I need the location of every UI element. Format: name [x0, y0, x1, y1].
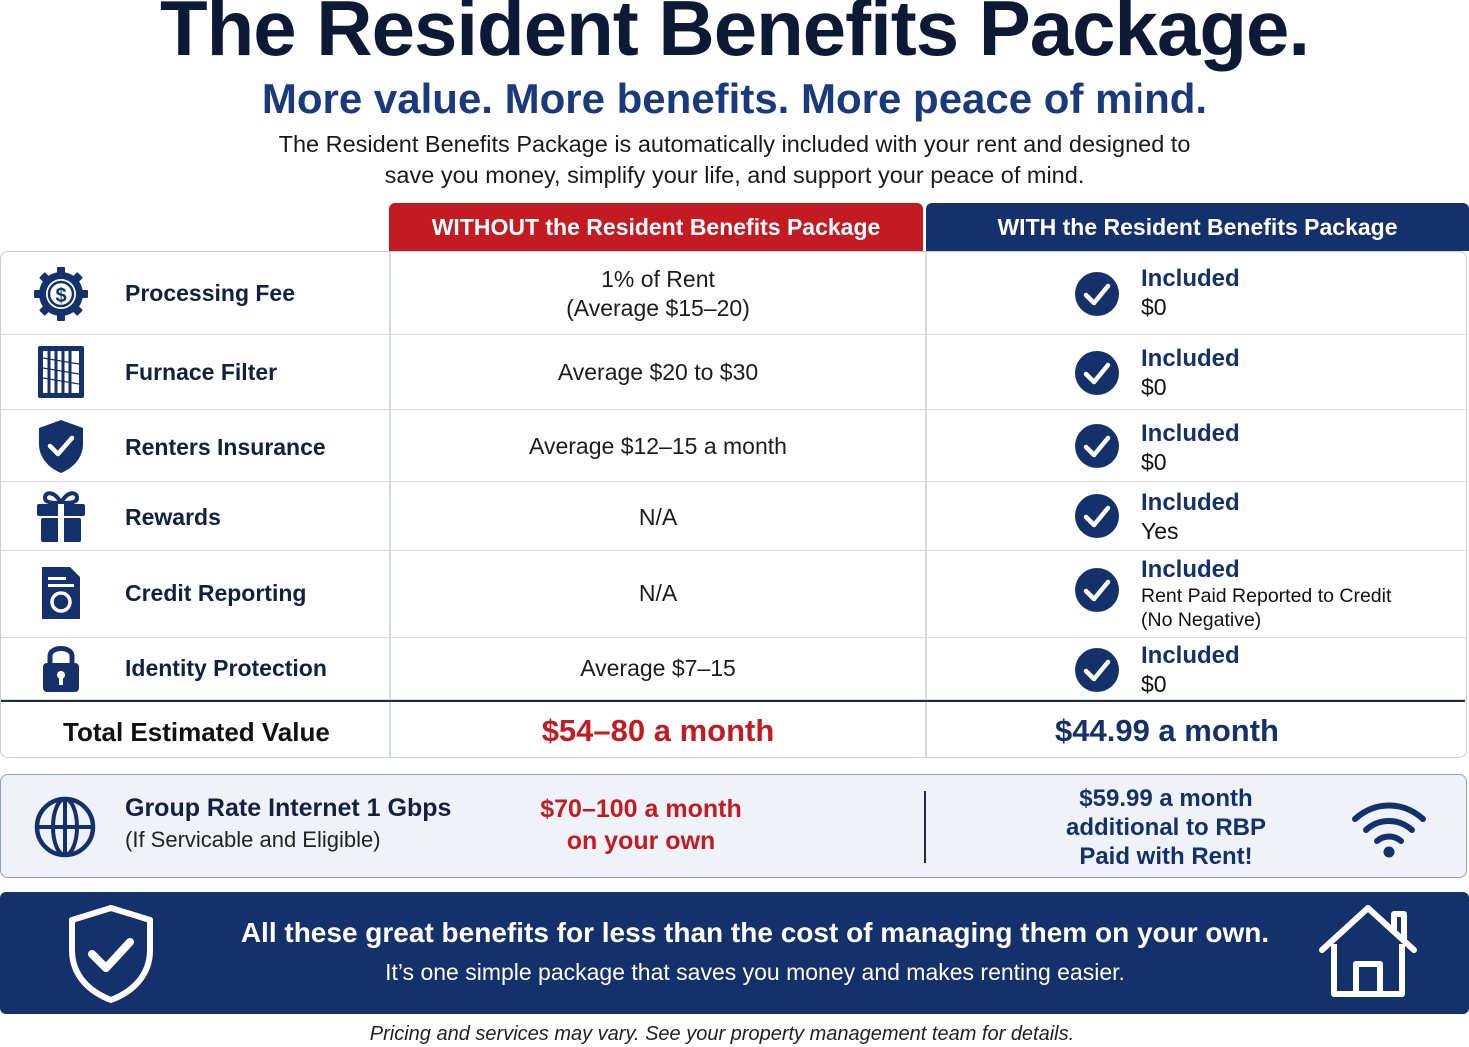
table-row: Credit Reporting N/A Included Rent Paid …: [1, 551, 1467, 638]
check-circle-icon: [1075, 648, 1119, 692]
row-label: Credit Reporting: [125, 580, 307, 606]
row-with-value: Included $0: [1141, 642, 1240, 698]
column-header-without: WITHOUT the Resident Benefits Package: [389, 203, 923, 251]
furnace-filter-icon: [29, 340, 93, 404]
table-row: $ Processing Fee 1% of Rent (Average $15…: [1, 252, 1467, 335]
internet-without-line-1: $70–100 a month: [540, 795, 742, 823]
without-line-1: Average $20 to $30: [557, 359, 759, 385]
row-without-value: Average $7–15: [391, 654, 925, 683]
column-divider: [389, 252, 391, 757]
internet-with-line-2: additional to RBP: [1066, 814, 1266, 841]
internet-sublabel: (If Servicable and Eligible): [125, 827, 381, 852]
with-sub-2: (No Negative): [1141, 609, 1262, 631]
padlock-icon: [29, 636, 93, 700]
shield-check-icon: [29, 414, 93, 478]
without-line-1: 1% of Rent: [601, 266, 715, 292]
internet-without-line-2: on your own: [566, 827, 716, 855]
row-with-value: Included $0: [1141, 265, 1240, 321]
gift-icon: [29, 484, 93, 548]
row-without-value: Average $12–15 a month: [391, 432, 925, 461]
row-with-value: Included $0: [1141, 345, 1240, 401]
with-main: Included: [1141, 420, 1240, 447]
banner-headline: All these great benefits for less than t…: [240, 917, 1270, 948]
row-label: Renters Insurance: [125, 434, 326, 460]
without-line-1: N/A: [638, 504, 678, 530]
row-label: Processing Fee: [125, 280, 296, 306]
with-sub: $0: [1141, 449, 1167, 475]
table-row: Furnace Filter Average $20 to $30 Includ…: [1, 335, 1467, 410]
internet-with-line-3: Paid with Rent!: [1079, 843, 1253, 870]
summary-banner: All these great benefits for less than t…: [0, 892, 1469, 1014]
internet-box: Group Rate Internet 1 Gbps (If Servicabl…: [0, 774, 1467, 878]
internet-without: $70–100 a month on your own: [491, 793, 791, 857]
row-label: Furnace Filter: [125, 359, 278, 385]
intro-line-1: The Resident Benefits Package is automat…: [278, 131, 1191, 157]
with-main: Included: [1141, 556, 1240, 583]
page-subtitle: More value. More benefits. More peace of…: [261, 75, 1208, 122]
row-without-value: N/A: [391, 579, 925, 608]
banner-subtext: It’s one simple package that saves you m…: [385, 959, 1125, 985]
check-circle-icon: [1075, 424, 1119, 468]
with-main: Included: [1141, 642, 1240, 669]
with-main: Included: [1141, 489, 1240, 516]
with-sub: $0: [1141, 671, 1167, 697]
globe-icon: [34, 796, 96, 858]
row-without-value: 1% of Rent (Average $15–20): [391, 265, 925, 323]
row-without-value: Average $20 to $30: [391, 358, 925, 387]
check-circle-icon: [1075, 494, 1119, 538]
with-main: Included: [1141, 265, 1240, 292]
row-without-value: N/A: [391, 503, 925, 532]
row-label: Identity Protection: [125, 655, 327, 681]
with-sub: Rent Paid Reported to Credit: [1141, 585, 1392, 607]
check-circle-icon: [1075, 351, 1119, 395]
total-divider: [1, 700, 1465, 702]
check-circle-icon: [1075, 568, 1119, 612]
dollar-gear-icon: $: [29, 262, 93, 326]
intro-line-2: save you money, simplify your life, and …: [384, 162, 1085, 188]
with-sub: Yes: [1141, 518, 1179, 544]
check-circle-icon: [1075, 272, 1119, 316]
comparison-table: $ Processing Fee 1% of Rent (Average $15…: [0, 251, 1467, 758]
row-label: Rewards: [125, 504, 221, 530]
with-main: Included: [1141, 345, 1240, 372]
with-sub: $0: [1141, 294, 1167, 320]
table-row: Renters Insurance Average $12–15 a month…: [1, 410, 1467, 482]
without-line-1: Average $7–15: [580, 655, 736, 681]
page-title: The Resident Benefits Package.: [159, 0, 1310, 72]
total-with: $44.99 a month: [1055, 713, 1279, 748]
table-row: Rewards N/A Included Yes: [1, 482, 1467, 551]
column-divider: [925, 252, 927, 757]
internet-divider: [924, 791, 926, 863]
row-with-value: Included Rent Paid Reported to Credit (N…: [1141, 556, 1391, 632]
total-label: Total Estimated Value: [63, 717, 330, 747]
total-without: $54–80 a month: [541, 713, 775, 748]
svg-text:$: $: [55, 285, 66, 307]
internet-label: Group Rate Internet 1 Gbps: [125, 794, 452, 822]
internet-with-line-1: $59.99 a month: [1079, 785, 1253, 812]
table-row: Identity Protection Average $7–15 Includ…: [1, 638, 1467, 700]
without-line-1: N/A: [638, 580, 678, 606]
row-with-value: Included Yes: [1141, 489, 1240, 545]
without-line-2: (Average $15–20): [566, 295, 750, 321]
intro-text: The Resident Benefits Package is automat…: [0, 129, 1469, 191]
footnote: Pricing and services may vary. See your …: [369, 1023, 1075, 1045]
internet-with: $59.99 a month additional to RBP Paid wi…: [1011, 784, 1321, 871]
credit-report-icon: [29, 561, 93, 625]
wifi-icon: [1352, 802, 1426, 858]
house-icon: [1319, 905, 1417, 997]
without-line-1: Average $12–15 a month: [529, 433, 787, 459]
with-sub: $0: [1141, 374, 1167, 400]
column-header-with: WITH the Resident Benefits Package: [926, 203, 1469, 251]
row-with-value: Included $0: [1141, 420, 1240, 476]
shield-check-icon: [69, 905, 153, 1003]
